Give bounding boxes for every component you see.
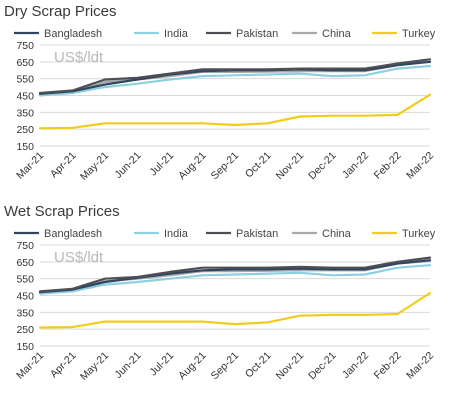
legend-item-bangladesh: Bangladesh	[14, 28, 102, 40]
legend-item-pakistan: Pakistan	[206, 28, 278, 40]
series-line-pakistan	[38, 58, 432, 95]
legend-label: India	[164, 28, 189, 40]
x-tick-label: Mar-21	[14, 150, 46, 182]
x-tick-label: Jan-22	[340, 350, 371, 381]
x-tick-label: Jul-21	[147, 150, 176, 179]
legend-label: Pakistan	[236, 28, 278, 40]
legend-label: Turkey	[402, 28, 436, 40]
x-tick-label: Nov-21	[274, 350, 307, 383]
y-tick-label: 450	[16, 291, 34, 303]
legend-label: India	[164, 228, 189, 240]
x-tick-label: Oct-21	[243, 150, 274, 181]
y-tick-label: 550	[16, 74, 34, 86]
x-tick-label: Feb-22	[372, 150, 404, 182]
legend-item-turkey: Turkey	[372, 228, 436, 240]
dry-scrap-chart-svg: Dry Scrap Prices Bangladesh India Pakistan C…	[4, 3, 436, 183]
y-tick-label: 150	[16, 341, 34, 353]
series-line-india	[38, 264, 432, 295]
unit-label: US$/ldt	[54, 249, 104, 266]
y-tick-label: 250	[16, 124, 34, 136]
x-tick-label: Sep-21	[209, 350, 242, 383]
legend-label: Bangladesh	[44, 28, 102, 40]
x-tick-label: Apr-21	[48, 150, 79, 181]
x-tick-label: Feb-22	[372, 350, 404, 382]
y-tick-label: 350	[16, 307, 34, 319]
unit-label: US$/ldt	[54, 49, 104, 66]
y-tick-label: 750	[16, 40, 34, 52]
wet-scrap-chart: Wet Scrap Prices Bangladesh India Pakistan C…	[0, 200, 450, 400]
y-tick-label: 650	[16, 57, 34, 69]
x-tick-label: May-21	[78, 350, 111, 383]
x-tick-label: Apr-21	[48, 350, 79, 381]
x-tick-label: Jan-22	[340, 150, 371, 181]
legend-item-bangladesh: Bangladesh	[14, 228, 102, 240]
legend-item-turkey: Turkey	[372, 28, 436, 40]
y-tick-label: 150	[16, 141, 34, 153]
y-tick-label: 450	[16, 91, 34, 103]
x-tick-label: Dec-21	[306, 350, 339, 383]
legend-label: Pakistan	[236, 228, 278, 240]
x-tick-label: May-21	[78, 150, 111, 183]
series-line-india	[38, 64, 432, 97]
legend-item-india: India	[134, 228, 189, 240]
chart-title: Wet Scrap Prices	[4, 203, 120, 220]
y-tick-label: 550	[16, 274, 34, 286]
y-tick-label: 650	[16, 257, 34, 269]
series-line-bangladesh	[38, 259, 432, 294]
legend-label: Turkey	[402, 228, 436, 240]
series-line-turkey	[38, 93, 432, 130]
y-tick-label: 250	[16, 324, 34, 336]
wet-scrap-chart-svg: Wet Scrap Prices Bangladesh India Pakistan C…	[4, 203, 436, 383]
x-tick-label: Dec-21	[306, 150, 339, 183]
legend-label: Bangladesh	[44, 228, 102, 240]
legend-item-china: China	[292, 28, 352, 40]
x-tick-label: Oct-21	[243, 350, 274, 381]
y-tick-label: 350	[16, 107, 34, 119]
x-tick-label: Sep-21	[209, 150, 242, 183]
legend-label: China	[322, 228, 352, 240]
x-tick-label: Mar-22	[404, 350, 436, 382]
chart-title: Dry Scrap Prices	[4, 3, 117, 20]
x-tick-label: Jun-21	[112, 150, 143, 181]
x-tick-label: Mar-21	[14, 350, 46, 382]
y-tick-label: 750	[16, 240, 34, 252]
x-tick-label: Mar-22	[404, 150, 436, 182]
legend-item-china: China	[292, 228, 352, 240]
legend-label: China	[322, 28, 352, 40]
legend-item-india: India	[134, 28, 189, 40]
legend-item-pakistan: Pakistan	[206, 228, 278, 240]
series-line-turkey	[38, 291, 432, 329]
series-line-pakistan	[38, 256, 432, 293]
x-tick-label: Nov-21	[274, 150, 307, 183]
x-tick-label: Aug-21	[176, 150, 209, 183]
x-tick-label: Jul-21	[147, 350, 176, 379]
x-tick-label: Jun-21	[112, 350, 143, 381]
dry-scrap-chart: Dry Scrap Prices Bangladesh India Pakistan C…	[4, 3, 436, 183]
x-tick-label: Aug-21	[176, 350, 209, 383]
